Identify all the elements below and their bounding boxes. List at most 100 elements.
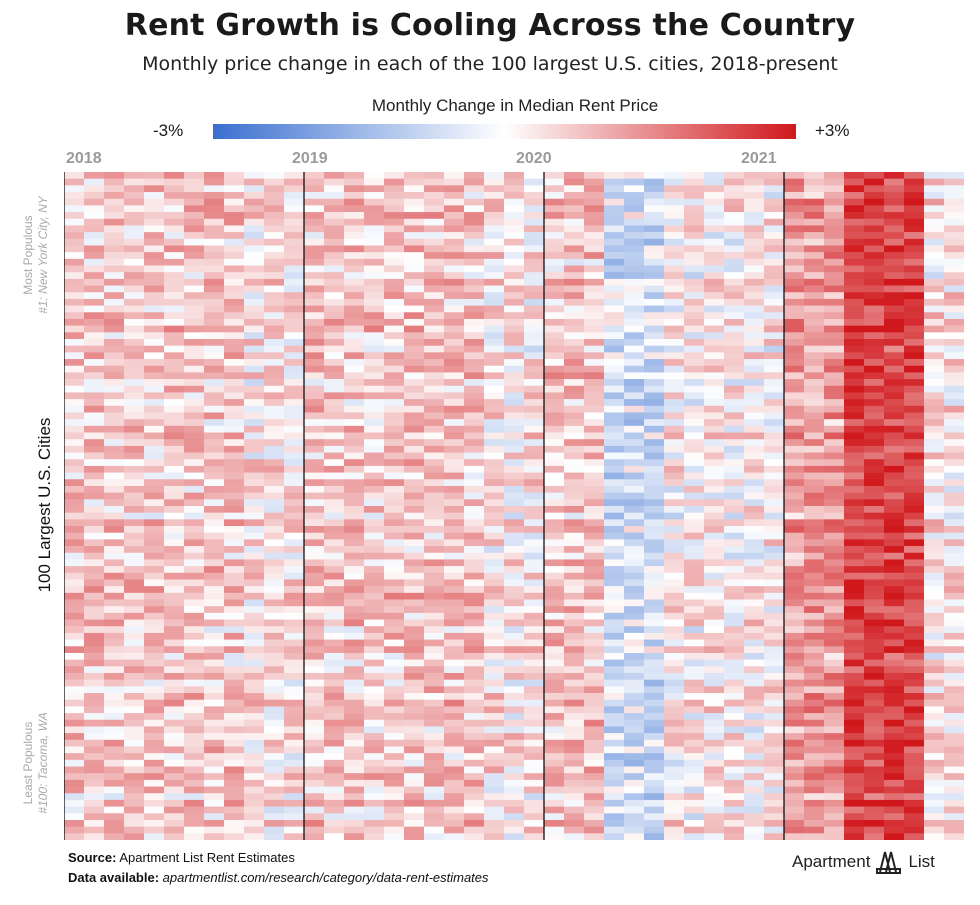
heatmap-cell (704, 252, 725, 260)
heatmap-cell (384, 706, 405, 714)
heatmap-cell (884, 619, 905, 627)
heatmap-cell (524, 252, 545, 260)
heatmap-cell (544, 706, 565, 714)
heatmap-cell (544, 339, 565, 346)
heatmap-cell (204, 225, 225, 233)
heatmap-cell (64, 659, 85, 667)
heatmap-cell (104, 713, 125, 721)
heatmap-cell (704, 626, 725, 634)
heatmap-cell (844, 379, 865, 387)
heatmap-cell (704, 392, 725, 400)
heatmap-cell (364, 586, 385, 594)
heatmap-cell (644, 586, 665, 594)
heatmap-cell (504, 278, 525, 286)
heatmap-cell (864, 285, 885, 293)
heatmap-cell (784, 318, 805, 326)
heatmap-cell (104, 726, 125, 734)
heatmap-cell (944, 806, 964, 814)
heatmap-cell (204, 759, 225, 767)
heatmap-cell (724, 759, 745, 767)
heatmap-cell (244, 813, 265, 821)
heatmap-cell (264, 372, 285, 380)
heatmap-cell (604, 626, 625, 634)
heatmap-cell (64, 345, 85, 353)
heatmap-cell (364, 559, 385, 567)
heatmap-cell (804, 212, 825, 220)
heatmap-cell (564, 245, 585, 253)
heatmap-cell (144, 352, 165, 360)
heatmap-cell (164, 192, 185, 200)
heatmap-cell (264, 566, 285, 574)
heatmap-cell (864, 666, 885, 674)
heatmap-cell (484, 252, 505, 260)
heatmap-cell (724, 379, 745, 387)
heatmap-cell (164, 345, 185, 353)
heatmap-cell (364, 819, 385, 827)
heatmap-cell (684, 579, 705, 587)
heatmap-cell (724, 359, 745, 367)
heatmap-cell (244, 679, 265, 687)
heatmap-cell (284, 379, 305, 387)
heatmap-cell (404, 713, 425, 721)
heatmap-cell (484, 185, 505, 193)
heatmap-cell (244, 532, 265, 540)
heatmap-cell (684, 272, 705, 280)
heatmap-cell (344, 773, 365, 781)
heatmap-cell (844, 365, 865, 373)
heatmap-cell (644, 726, 665, 734)
heatmap-cell (624, 379, 645, 387)
heatmap-cell (264, 445, 285, 453)
heatmap-cell (104, 452, 125, 460)
heatmap-cell (84, 332, 105, 340)
heatmap-cell (364, 759, 385, 767)
heatmap-cell (804, 399, 825, 407)
heatmap-cell (444, 606, 465, 614)
heatmap-cell (124, 238, 145, 246)
heatmap-cell (844, 519, 865, 527)
heatmap-cell (844, 806, 865, 814)
heatmap-cell (84, 238, 105, 246)
heatmap-cell (244, 793, 265, 801)
heatmap-cell (784, 606, 805, 614)
heatmap-cell (884, 766, 905, 774)
heatmap-cell (564, 673, 585, 680)
heatmap-cell (684, 646, 705, 654)
heatmap-cell (764, 365, 785, 373)
heatmap-cell (144, 759, 165, 767)
heatmap-cell (84, 626, 105, 634)
heatmap-cell (744, 325, 765, 333)
heatmap-cell (604, 586, 625, 594)
data-available-link[interactable]: apartmentlist.com/research/category/data… (162, 870, 489, 885)
heatmap-cell (524, 499, 545, 507)
heatmap-cell (404, 452, 425, 460)
heatmap-cell (624, 773, 645, 781)
heatmap-cell (264, 492, 285, 500)
heatmap-cell (944, 225, 964, 233)
heatmap-cell (304, 365, 325, 373)
heatmap-cell (924, 312, 945, 320)
heatmap-cell (224, 365, 245, 373)
heatmap-cell (264, 552, 285, 560)
heatmap-cell (324, 318, 345, 326)
heatmap-cell (384, 559, 405, 567)
heatmap-cell (604, 539, 625, 547)
heatmap-cell (604, 479, 625, 487)
heatmap-cell (824, 679, 845, 687)
heatmap-cell (564, 713, 585, 721)
heatmap-cell (384, 799, 405, 807)
heatmap-cell (804, 646, 825, 654)
heatmap-cell (864, 465, 885, 473)
heatmap-cell (524, 465, 545, 473)
heatmap-cell (164, 225, 185, 233)
heatmap-cell (684, 332, 705, 340)
heatmap-cell (304, 405, 325, 413)
heatmap-cell (124, 532, 145, 540)
heatmap-cell (904, 245, 925, 253)
heatmap-cell (104, 592, 125, 600)
heatmap-cell (144, 332, 165, 340)
heatmap-cell (84, 445, 105, 453)
heatmap-cell (764, 439, 785, 447)
heatmap-cell (124, 813, 145, 821)
heatmap-cell (524, 172, 545, 179)
heatmap-cell (604, 312, 625, 320)
